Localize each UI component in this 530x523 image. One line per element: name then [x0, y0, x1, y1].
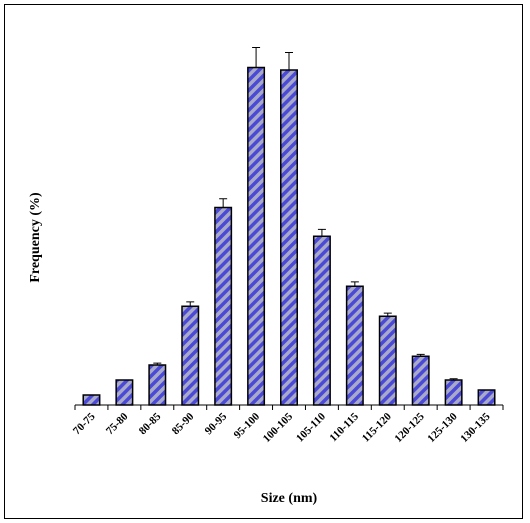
- bar-90-95: [214, 206, 233, 406]
- bar-95-100: [247, 66, 266, 406]
- x-tick-label: 105-110: [294, 410, 328, 444]
- x-tick-label: 110-115: [327, 410, 361, 444]
- bar-100-105: [280, 69, 298, 406]
- x-tick-label: 130-135: [458, 410, 493, 445]
- x-tick-label: 70-75: [71, 410, 98, 437]
- x-tick-label: 90-95: [203, 410, 230, 437]
- x-ticks: [74, 405, 504, 410]
- x-tick-labels: 70-75 75-80 80-85 85-90 90-95 95-100100-10510…: [71, 410, 493, 445]
- error-bars: [153, 47, 458, 380]
- x-tick-label: 115-120: [360, 410, 394, 444]
- x-tick-label: 80-85: [137, 410, 164, 437]
- x-tick-label: 120-125: [392, 410, 427, 445]
- bar-115-120: [378, 315, 397, 406]
- bar-105-110: [312, 235, 331, 406]
- bar-80-85: [148, 364, 167, 406]
- bar-110-115: [345, 285, 364, 406]
- plot-area: 70-75 75-80 80-85 85-90 90-95 95-100100-10510…: [71, 47, 504, 445]
- bar-125-130: [444, 379, 463, 406]
- bar-130-135: [477, 389, 496, 406]
- bar-85-90: [181, 305, 200, 406]
- bar-75-80: [115, 379, 134, 406]
- bar-70-75: [82, 394, 101, 406]
- x-tick-label: 95-100: [232, 410, 263, 441]
- bars: [82, 66, 496, 406]
- x-tick-label: 100-105: [261, 410, 296, 445]
- y-axis-label: Frequency (%): [28, 192, 43, 283]
- bar-120-125: [411, 355, 430, 406]
- x-tick-label: 125-130: [425, 410, 460, 445]
- x-axis-label: Size (nm): [261, 491, 318, 506]
- x-tick-label: 85-90: [170, 410, 197, 437]
- x-tick-label: 75-80: [104, 410, 131, 437]
